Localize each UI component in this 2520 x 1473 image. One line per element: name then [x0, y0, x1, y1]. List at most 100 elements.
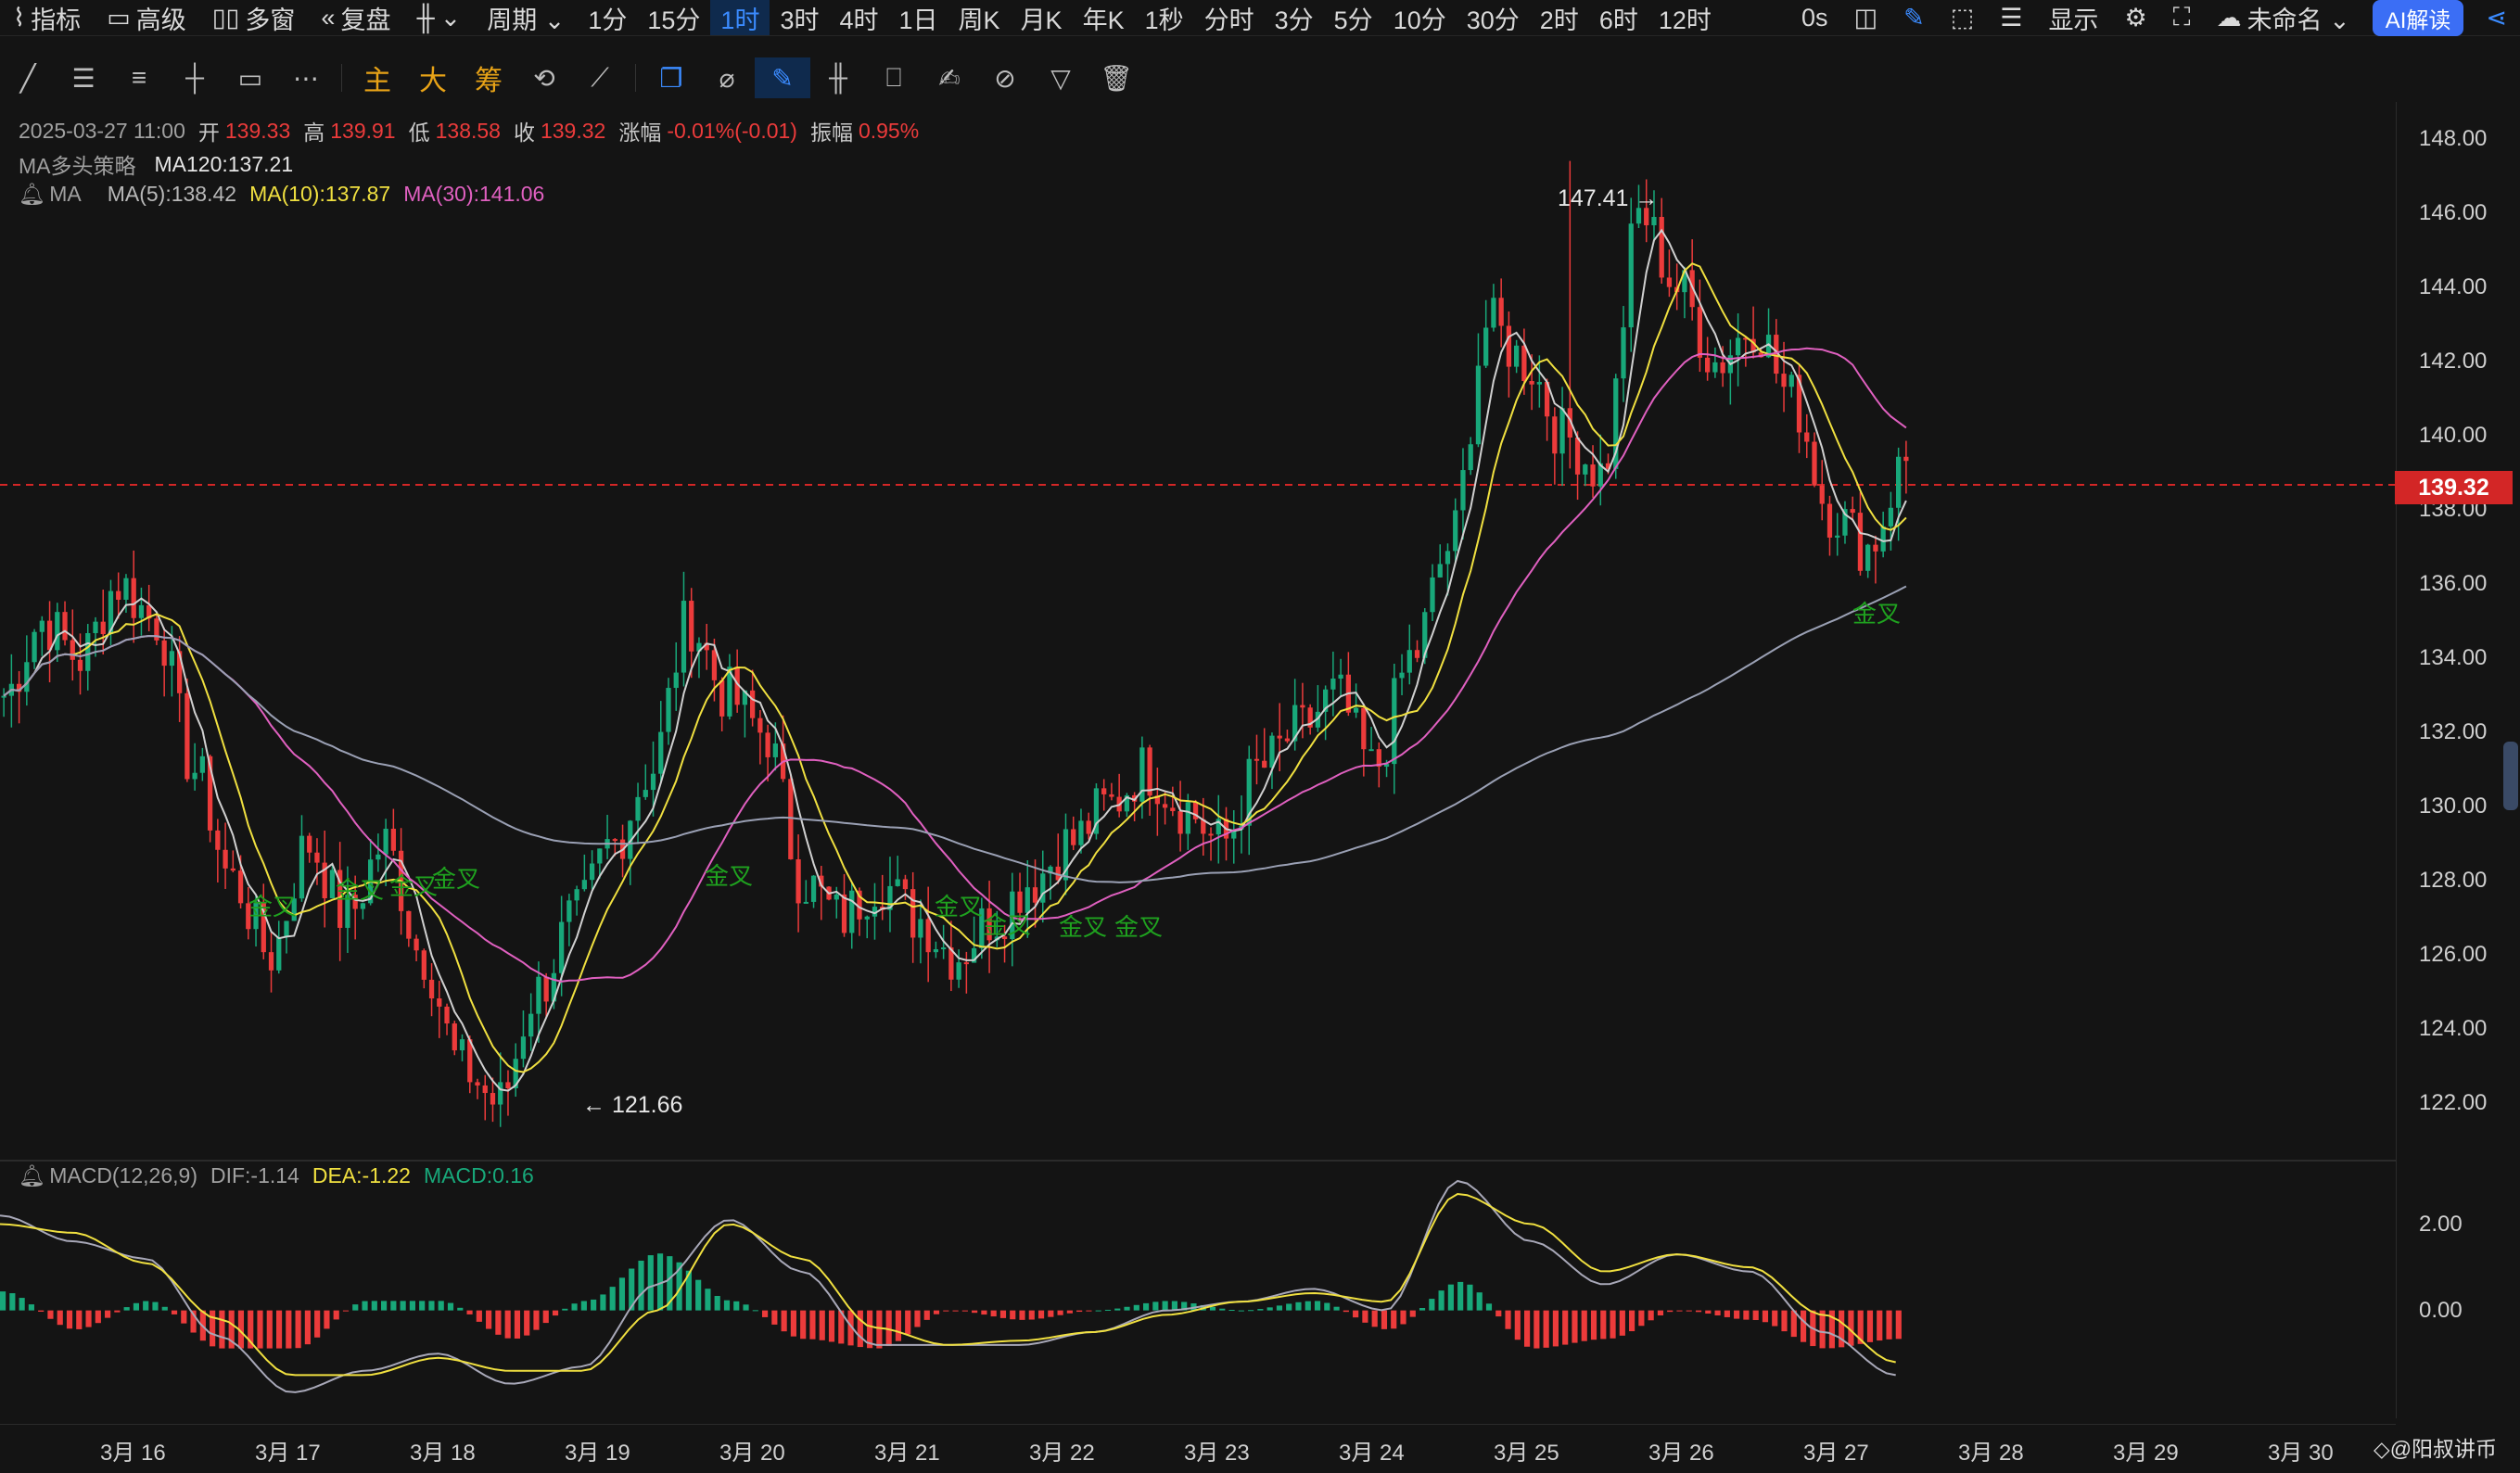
main-chart-icon[interactable]: 主 — [363, 66, 391, 96]
pen-icon[interactable]: ✎ — [1903, 3, 1925, 32]
period-tab[interactable]: 1时 — [710, 0, 770, 35]
macd-histogram-bar — [1724, 1310, 1730, 1317]
period-tab[interactable]: 3时 — [780, 6, 820, 34]
crosshair-line-icon[interactable]: ┼ — [185, 63, 204, 92]
candle — [1109, 794, 1114, 797]
advanced-button[interactable]: ▭ 高级 — [107, 3, 186, 34]
macd-histogram-bar — [1781, 1310, 1788, 1332]
period-tab[interactable]: 周K — [958, 6, 1000, 34]
period-tab[interactable]: 2时 — [1539, 6, 1579, 34]
macd-histogram-bar — [28, 1304, 34, 1311]
candle — [933, 948, 939, 953]
period-tab[interactable]: 3分 — [1274, 6, 1314, 34]
date-axis[interactable]: 3月 16 3月 17 3月 18 3月 19 3月 20 3月 21 3月 22 3月 23… — [0, 1424, 2396, 1473]
period-dropdown[interactable]: 周期 ⌄ — [487, 6, 566, 34]
date-tick-label: 3月 18 — [410, 1441, 476, 1466]
share-icon[interactable]: ⋖ — [2486, 3, 2507, 32]
candle — [1468, 444, 1473, 471]
price-axis[interactable]: 148.00 146.00 144.00 142.00 140.00 138.00 136.… — [2396, 102, 2520, 1418]
candle — [1001, 936, 1008, 940]
macd-histogram-bar — [876, 1310, 883, 1349]
strategy-legend[interactable]: MA多头策略 MA120:137.21 — [0, 148, 293, 180]
period-tab[interactable]: 1分 — [588, 6, 628, 34]
period-tab[interactable]: 月K — [1020, 6, 1063, 34]
ruler-icon[interactable]: ⌀ — [719, 63, 735, 93]
draw-mode-icon[interactable]: ✎ — [755, 57, 810, 98]
macd-histogram-bar — [333, 1310, 339, 1320]
measure-icon[interactable]: ⟋ — [591, 62, 609, 92]
chart-type-button[interactable]: ╫ ⌄ — [416, 3, 462, 32]
period-tab[interactable]: 10分 — [1393, 6, 1446, 34]
candle — [131, 578, 136, 618]
top-toolbar: ⌇ 指标 ▭ 高级 ▯▯ 多窗 «复盘 ╫ ⌄ 周期 ⌄ 1分 15分 1时 3时 4时 1日 周K… — [0, 0, 2520, 36]
macd-histogram-bar — [105, 1310, 111, 1318]
candle — [123, 578, 129, 600]
candle — [1812, 441, 1817, 486]
macd-histogram-bar — [1286, 1303, 1292, 1311]
replay-icon: « — [321, 3, 336, 32]
scroll-handle[interactable] — [2503, 742, 2518, 810]
horizontal-lines-icon[interactable]: ☰ — [71, 63, 95, 93]
golden-cross-label: 金叉 — [1114, 913, 1164, 941]
candles-icon[interactable]: ╫ — [829, 63, 847, 92]
period-tab[interactable]: 5分 — [1333, 6, 1373, 34]
more-tools-icon[interactable]: ⋯ — [293, 63, 319, 93]
multi-window-button[interactable]: ▯▯ 多窗 — [211, 3, 296, 34]
copy-icon[interactable]: ❐ — [659, 63, 683, 93]
candle — [1147, 747, 1152, 796]
price-tick-label: 132.00 — [2419, 719, 2488, 744]
period-tab[interactable]: 15分 — [647, 6, 701, 34]
list-icon[interactable]: ☰ — [2000, 3, 2023, 32]
candle — [276, 937, 282, 971]
period-tab[interactable]: 6时 — [1598, 6, 1638, 34]
candle — [1788, 375, 1794, 387]
ma-legend[interactable]: 🔔︎ MA MA(5):138.42 MA(10):137.87 MA(30):… — [0, 182, 544, 207]
candle — [1445, 551, 1451, 565]
trash-icon[interactable]: 🗑 — [1100, 63, 1133, 93]
period-tab[interactable]: 4时 — [839, 6, 879, 34]
period-tab[interactable]: 30分 — [1466, 6, 1520, 34]
lock-icon[interactable]: ⎕ — [885, 62, 902, 92]
macd-histogram-bar — [1257, 1309, 1264, 1311]
big-order-icon[interactable]: 大 — [419, 66, 447, 96]
ai-interpret-button[interactable]: AI解读 — [2372, 0, 2464, 36]
settings-icon[interactable]: ⚙ — [2124, 3, 2147, 32]
period-tab[interactable]: 分时 — [1203, 6, 1254, 34]
display-button[interactable]: 显示 — [2048, 6, 2099, 34]
macd-legend[interactable]: 🔔︎ MACD(12,26,9) DIF:-1.14 DEA:-1.22 MAC… — [0, 1163, 534, 1188]
candle — [1399, 672, 1405, 679]
period-tab[interactable]: 1秒 — [1144, 6, 1184, 34]
parallel-channel-icon[interactable]: ≡ — [131, 63, 147, 92]
watermark: ◇@阳叔讲币 — [2374, 1437, 2498, 1461]
candle — [1697, 307, 1703, 358]
replay-button[interactable]: «复盘 — [321, 3, 391, 34]
refresh-drawing-icon[interactable]: ⟲ — [533, 63, 555, 93]
magnet-icon[interactable]: ⊘ — [994, 63, 1016, 93]
change-value: -0.01%(-0.01) — [667, 118, 797, 143]
selection-icon[interactable]: ⬚ — [1950, 3, 1975, 32]
indicator-button[interactable]: ⌇ 指标 — [13, 3, 82, 34]
macd-histogram-bar — [1714, 1310, 1721, 1316]
candle — [941, 947, 947, 950]
candle — [1835, 535, 1840, 538]
price-chart[interactable] — [0, 102, 2396, 1424]
period-tab[interactable]: 年K — [1082, 6, 1125, 34]
candle — [1666, 277, 1673, 287]
macd-histogram-bar — [1343, 1310, 1349, 1313]
candle — [1506, 325, 1512, 367]
note-icon[interactable]: ✍ — [938, 63, 961, 93]
macd-histogram-bar — [342, 1310, 350, 1312]
fullscreen-icon[interactable]: ⛶ — [2172, 3, 2191, 31]
macd-histogram-bar — [676, 1262, 682, 1311]
layout-name-dropdown[interactable]: ☁ 未命名 ⌄ — [2216, 3, 2350, 34]
macd-histogram-bar — [695, 1279, 702, 1311]
rectangle-icon[interactable]: ▭ — [237, 63, 263, 93]
camera-icon[interactable]: ◫ — [1853, 3, 1878, 32]
candle — [566, 900, 572, 922]
filter-icon[interactable]: ▽ — [1050, 63, 1071, 93]
period-tab[interactable]: 12时 — [1658, 6, 1712, 34]
candle — [727, 667, 732, 717]
period-tab[interactable]: 1日 — [898, 6, 938, 34]
chip-icon[interactable]: 筹 — [475, 66, 503, 96]
trend-line-icon[interactable]: ╱ — [19, 63, 36, 93]
